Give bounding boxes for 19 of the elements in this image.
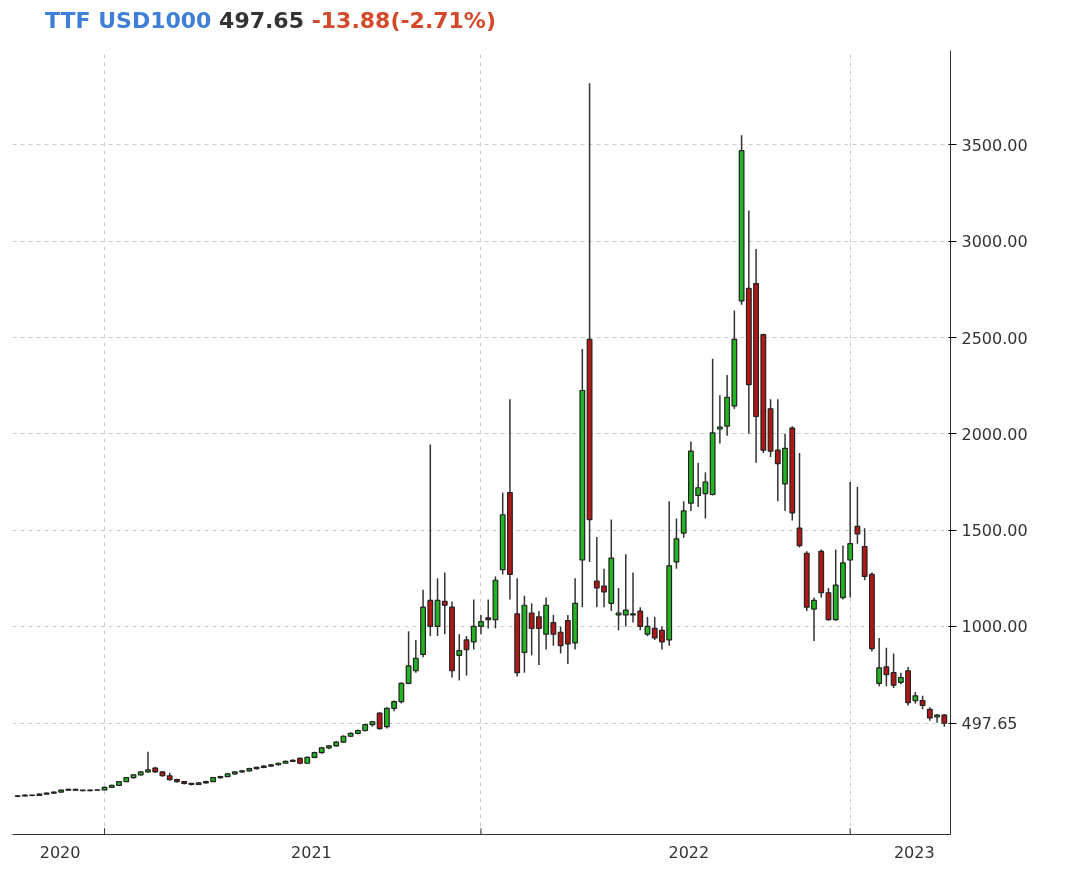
- candlestick: [673, 517, 680, 570]
- y-tick-label: 1500.00: [961, 521, 1028, 541]
- y-tick-label: 2000.00: [961, 424, 1028, 444]
- candlestick: [847, 481, 854, 599]
- candlestick: [716, 394, 723, 445]
- x-tick-label: 2022: [668, 842, 710, 862]
- x-tick-label: 2020: [39, 842, 81, 862]
- chart-title: TTF USD1000: [45, 8, 212, 33]
- y-tick-label: 1000.00: [961, 617, 1028, 637]
- x-tick-label: 2021: [291, 842, 332, 862]
- text: -13.88(-2.71%): [311, 8, 496, 33]
- y-tick-label: 497.65: [961, 714, 1018, 734]
- y-tick-label: 2500.00: [961, 328, 1028, 348]
- x-tick-label: 2023: [893, 842, 935, 862]
- y-tick-label: 3000.00: [961, 232, 1028, 252]
- y-tick-label: 3500.00: [961, 135, 1028, 155]
- candlestick: [854, 486, 861, 545]
- text: 497.65: [219, 8, 304, 33]
- candlestick: [680, 500, 687, 539]
